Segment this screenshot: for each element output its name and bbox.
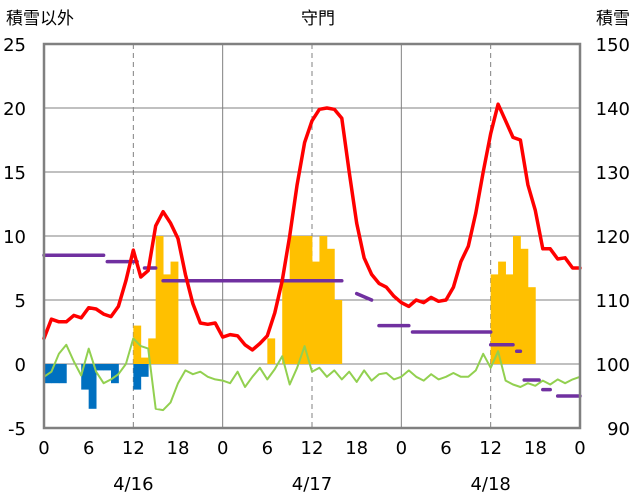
date-label-1: 4/17: [292, 474, 332, 495]
date-label-2: 4/18: [470, 474, 510, 495]
left-tick-label-4: 5: [15, 291, 26, 312]
snowfall-bar-3: [155, 236, 164, 364]
snowfall-bar-13: [326, 248, 335, 364]
right-axis-label: 積雪: [596, 9, 630, 29]
left-tick-label-5: 0: [15, 355, 26, 376]
right-tick-label-1: 140: [596, 99, 630, 120]
left-tick-label-2: 15: [3, 163, 26, 184]
negative-bar-2: [58, 364, 67, 384]
chart-title: 守門: [301, 9, 335, 29]
right-tick-label-6: 90: [607, 419, 630, 440]
snowfall-bar-4: [163, 274, 171, 364]
x-tick-label-2: 12: [122, 438, 145, 459]
negative-bar-8: [133, 364, 142, 390]
snowfall-bar-2: [148, 338, 157, 364]
x-tick-label-5: 6: [262, 438, 273, 459]
snowfall-bar-20: [527, 287, 536, 364]
x-tick-label-7: 18: [345, 438, 368, 459]
left-tick-label-1: 20: [3, 99, 26, 120]
right-tick-label-5: 100: [596, 355, 630, 376]
negative-bar-7: [111, 364, 119, 384]
left-tick-label-0: 25: [3, 35, 26, 56]
snowfall-bar-0: [133, 325, 142, 364]
x-tick-label-12: 0: [574, 438, 585, 459]
snowfall-bar-11: [312, 261, 320, 364]
x-tick-label-6: 12: [301, 438, 324, 459]
x-tick-label-1: 6: [83, 438, 94, 459]
x-tick-label-9: 6: [440, 438, 451, 459]
left-tick-label-6: -5: [8, 419, 26, 440]
snowfall-bar-17: [505, 274, 514, 364]
snowfall-bar-10: [304, 236, 313, 364]
plot-border: [42, 42, 582, 430]
x-tick-label-10: 12: [479, 438, 502, 459]
x-tick-label-3: 18: [167, 438, 190, 459]
snowfall-bar-19: [520, 248, 529, 364]
x-tick-label-11: 18: [524, 438, 547, 459]
snowfall-bar-6: [267, 338, 276, 364]
temperature-line: [42, 102, 582, 352]
bar-series: [44, 236, 536, 409]
right-tick-label-4: 110: [596, 291, 630, 312]
negative-bar-9: [140, 364, 149, 377]
snowfall-bar-1: [140, 357, 149, 364]
line-series: [42, 102, 582, 412]
snowfall-bar-16: [498, 261, 506, 364]
snowfall-bar-7: [282, 280, 291, 364]
left-axis-label: 積雪以外: [6, 9, 74, 29]
date-label-0: 4/16: [113, 474, 153, 495]
snowfall-bar-14: [334, 300, 343, 364]
snowfall-bar-9: [297, 236, 305, 364]
right-tick-label-3: 120: [596, 227, 630, 248]
left-tick-label-3: 10: [3, 227, 26, 248]
negative-bar-1: [51, 364, 60, 384]
right-tick-label-2: 130: [596, 163, 630, 184]
negative-bar-4: [88, 364, 97, 409]
negative-bar-5: [96, 364, 104, 371]
snowfall-bar-8: [289, 236, 298, 364]
x-tick-label-0: 0: [38, 438, 49, 459]
temp-change-line: [43, 337, 581, 412]
x-tick-label-8: 0: [396, 438, 407, 459]
plot-frame: [42, 42, 582, 430]
snowfall-bar-12: [319, 236, 328, 364]
right-tick-label-0: 150: [596, 35, 630, 56]
negative-bar-6: [103, 364, 112, 371]
negative-bar-3: [81, 364, 90, 390]
x-tick-label-4: 0: [217, 438, 228, 459]
snowfall-bar-5: [170, 261, 179, 364]
snow-depth-segment-4: [354, 291, 374, 302]
snowfall-bar-18: [513, 236, 521, 364]
snowfall-bar-15: [490, 274, 499, 364]
